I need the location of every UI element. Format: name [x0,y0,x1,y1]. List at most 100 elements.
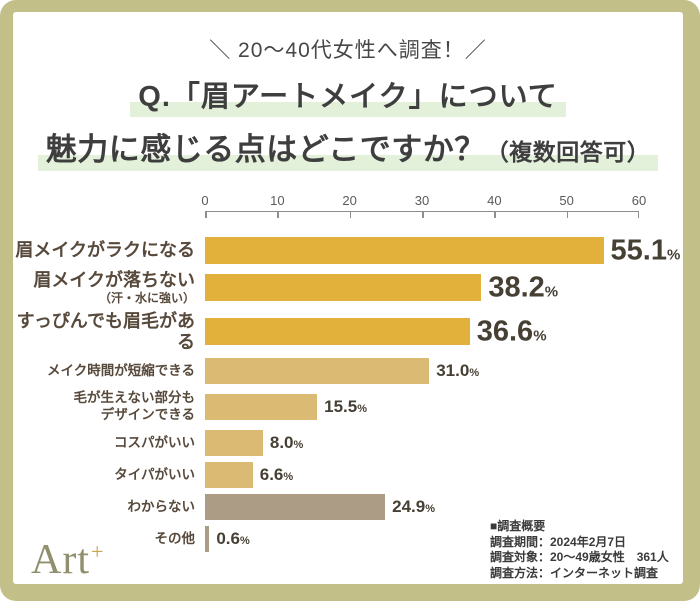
value-unit: % [293,439,304,452]
value-number: 6.6 [259,465,284,485]
category-label-main: 眉メイクがラクになる [15,240,195,261]
bar-rows: 眉メイクがラクになる 55.1% 眉メイクが落ちない （汗・水に強い） 38.2% すっぴ… [13,234,683,553]
value-label: 38.2% [488,271,558,304]
value-label: 31.0% [436,361,479,381]
axis-tick-label: 50 [559,193,574,208]
survey-target: 調査対象：20〜49歳女性 361人 [490,550,669,564]
axis-tick [566,211,569,218]
axis-tick [349,211,352,218]
bar [205,274,482,302]
value-unit: % [544,283,559,301]
value-number: 8.0 [269,433,294,453]
bar-track: 31.0% [205,358,639,385]
bar [205,394,318,421]
value-label: 15.5% [324,397,367,417]
category-label: すっぴんでも眉毛がある [13,311,205,352]
bar [205,358,430,385]
value-unit: % [283,471,294,484]
survey-method: 調査方法：インターネット調査 [490,565,659,580]
category-label-main: コスパがいい [114,434,195,450]
category-label: わからない [13,499,205,516]
chart-bar-row: すっぴんでも眉毛がある 36.6% [13,311,683,352]
category-label: 眉メイクがラクになる [13,240,205,261]
category-label-main: タイパがいい [114,466,195,482]
chart-bar-row: わからない 24.9% [13,494,683,521]
axis-tick [277,211,279,218]
axis-tick-label: 40 [487,193,502,208]
value-number: 0.6 [216,529,240,549]
question-title-line2-text: 魅力に感じる点はどこですか？ [45,132,486,167]
value-unit: % [425,503,435,516]
survey-audience-subtitle: ＼ 20〜40代女性へ調査！／ [209,39,487,62]
chart-bar-row: 毛が生えない部分も デザインできる 15.5% [13,390,683,424]
axis-tick [422,211,424,218]
value-label: 36.6% [477,315,547,348]
category-label-main: その他 [154,530,196,546]
chart-bar-row: 眉メイクがラクになる 55.1% [13,234,683,266]
question-title-line1-text: Q.「眉アートメイク」について [130,73,566,117]
survey-period: 調査期間：2024年2月7日 [490,534,627,549]
bar-track: 36.6% [205,315,639,348]
chart-bar-row: その他 0.6% [13,526,683,553]
axis-tick-label: 60 [631,193,647,208]
x-axis: 0 10 20 30 40 50 60 [201,193,646,218]
category-label: コスパがいい [13,435,205,452]
axis-tick [205,211,207,218]
value-number: 31.0 [436,361,470,381]
bar-chart: 0 10 20 30 40 50 60 眉メイクがラクになる 55.1% 眉メイクが落ちない （汗… [13,193,683,558]
value-number: 38.2 [488,271,545,304]
value-unit: % [533,327,547,345]
bar [205,430,263,457]
value-number: 55.1 [610,234,667,266]
logo-plus-mark: + [91,539,105,564]
bar-track: 55.1% [205,234,680,266]
bar-track: 38.2% [205,271,639,304]
category-label-sub: （汗・水に強い） [98,290,195,305]
axis-tick [494,211,496,218]
axis-tick-label: 20 [342,193,357,208]
bar-track: 24.9% [205,494,639,521]
axis-tick-label: 0 [201,193,209,208]
multiple-answers-note: （複数回答可） [485,139,651,165]
header: ＼ 20〜40代女性へ調査！／ Q.「眉アートメイク」について 魅力に感じる点は… [13,34,683,171]
bar [205,526,210,553]
chart-bar-row: コスパがいい 8.0% [13,430,683,457]
question-title-line1: Q.「眉アートメイク」について [13,73,683,117]
category-label-main: すっぴんでも眉毛がある [16,311,195,352]
category-label-main: 毛が生えない部分も [73,390,196,406]
bar [205,237,604,264]
value-number: 36.6 [476,315,534,348]
category-label-sub: デザインできる [100,407,195,423]
category-label: メイク時間が短縮できる [13,363,205,380]
value-number: 15.5 [324,397,358,417]
axis-tick-label: 30 [414,193,430,208]
chart-bar-row: タイパがいい 6.6% [13,462,683,489]
value-label: 24.9% [392,497,435,517]
category-label: その他 [13,531,205,548]
category-label: 眉メイクが落ちない （汗・水に強い） [13,270,205,305]
bar-track: 6.6% [205,462,639,489]
value-label: 6.6% [260,465,293,485]
bar-track: 8.0% [205,430,639,457]
category-label-main: わからない [127,498,196,514]
category-label: 毛が生えない部分も デザインできる [13,390,205,424]
question-title-line2: 魅力に感じる点はどこですか？（複数回答可） [13,124,683,171]
axis-tick [637,211,639,218]
survey-overview-heading: ■調査概要 [490,519,546,533]
bar-track: 0.6% [205,526,639,553]
value-label: 55.1% [611,234,681,267]
chart-bar-row: メイク時間が短縮できる 31.0% [13,358,683,385]
art-plus-logo: Art+ [31,537,105,583]
chart-bar-row: 眉メイクが落ちない （汗・水に強い） 38.2% [13,270,683,305]
value-label: 0.6% [216,529,249,549]
axis-tick-label: 10 [270,193,285,208]
bar [205,318,470,346]
infographic-card: ＼ 20〜40代女性へ調査！／ Q.「眉アートメイク」について 魅力に感じる点は… [13,12,683,584]
value-number: 24.9 [392,497,426,517]
survey-overview: ■調査概要 調査期間：2024年2月7日 調査対象：20〜49歳女性 361人 … [490,519,669,581]
bar [205,462,253,489]
category-label: タイパがいい [13,467,205,484]
bar [205,494,386,521]
value-label: 8.0% [270,433,303,453]
category-label-main: 眉メイクが落ちない [33,270,195,290]
